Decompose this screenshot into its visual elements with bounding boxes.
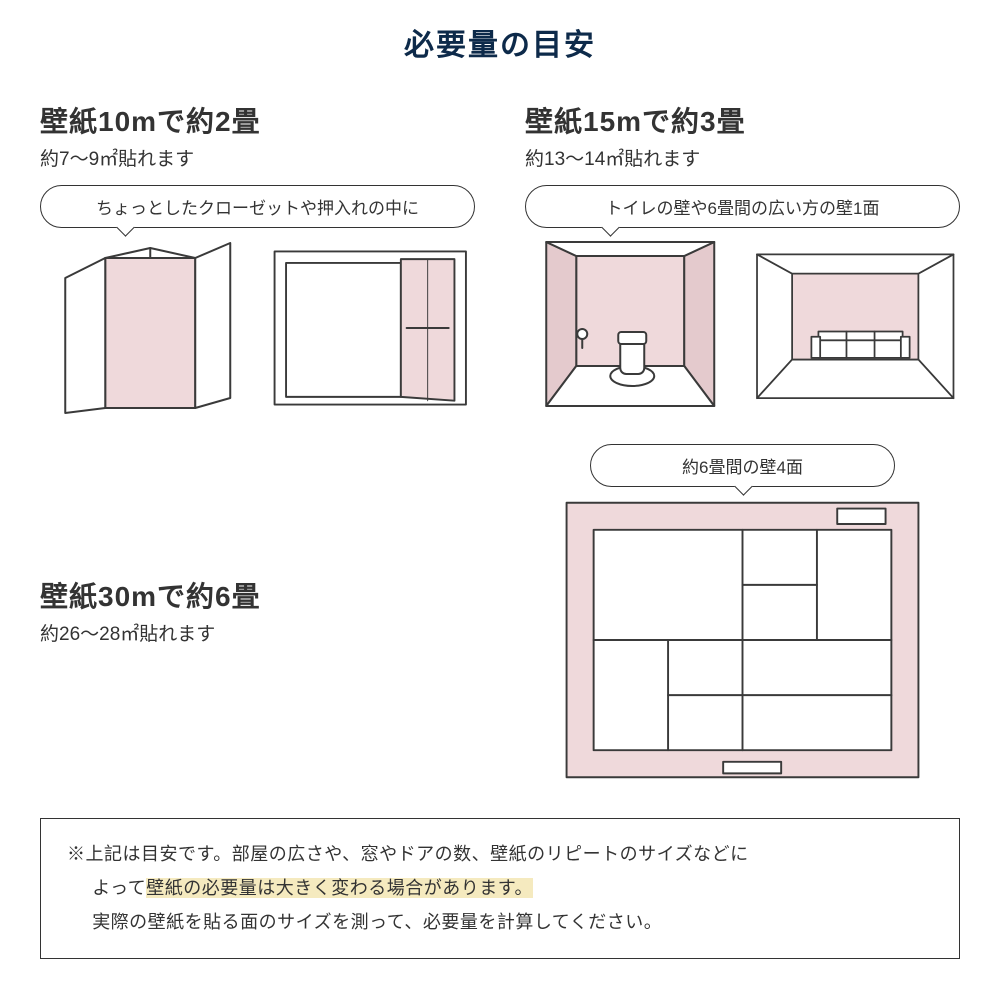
content-grid: 壁紙10mで約2畳 約7～9㎡貼れます ちょっとしたクローゼットや押入れの中に: [40, 100, 960, 790]
illus-10m: [40, 238, 475, 418]
section-30m: 壁紙30mで約6畳 約26～28㎡貼れます: [40, 575, 475, 660]
section-10m: 壁紙10mで約2畳 約7～9㎡貼れます ちょっとしたクローゼットや押入れの中に: [40, 100, 475, 418]
section-15m: 壁紙15mで約3畳 約13～14㎡貼れます トイレの壁や6畳間の広い方の壁1面: [525, 100, 960, 418]
bubble-15m: トイレの壁や6畳間の広い方の壁1面: [525, 185, 960, 228]
note-highlight: 壁紙の必要量は大きく変わる場合があります。: [146, 878, 533, 898]
sub-10m: 約7～9㎡貼れます: [40, 144, 475, 171]
closet-open-icon: [40, 238, 251, 418]
room-one-wall-icon: [750, 238, 961, 418]
page-title: 必要量の目安: [40, 20, 960, 64]
note-line2: 実際の壁紙を貼る面のサイズを測って、必要量を計算してください。: [67, 905, 933, 939]
bubble-10m: ちょっとしたクローゼットや押入れの中に: [40, 185, 475, 228]
heading-10m: 壁紙10mで約2畳: [40, 100, 475, 140]
bubble-30m: 約6畳間の壁4面: [590, 444, 895, 487]
heading-15m: 壁紙15mで約3畳: [525, 100, 960, 140]
illus-15m: [525, 238, 960, 418]
note-line1a: ※上記は目安です。部屋の広さや、窓やドアの数、壁紙のリピートのサイズなどに: [67, 844, 749, 864]
toilet-room-icon: [525, 238, 736, 418]
sub-30m: 約26～28㎡貼れます: [40, 619, 475, 646]
floor-plan-icon: [525, 495, 960, 785]
sub-15m: 約13～14㎡貼れます: [525, 144, 960, 171]
heading-30m: 壁紙30mで約6畳: [40, 575, 475, 615]
closet-sliding-icon: [265, 238, 476, 418]
note-line1b-prefix: よって: [92, 878, 146, 898]
section-30m-illus: 約6畳間の壁4面: [525, 444, 960, 790]
note-box: ※上記は目安です。部屋の広さや、窓やドアの数、壁紙のリピートのサイズなどに よっ…: [40, 818, 960, 959]
